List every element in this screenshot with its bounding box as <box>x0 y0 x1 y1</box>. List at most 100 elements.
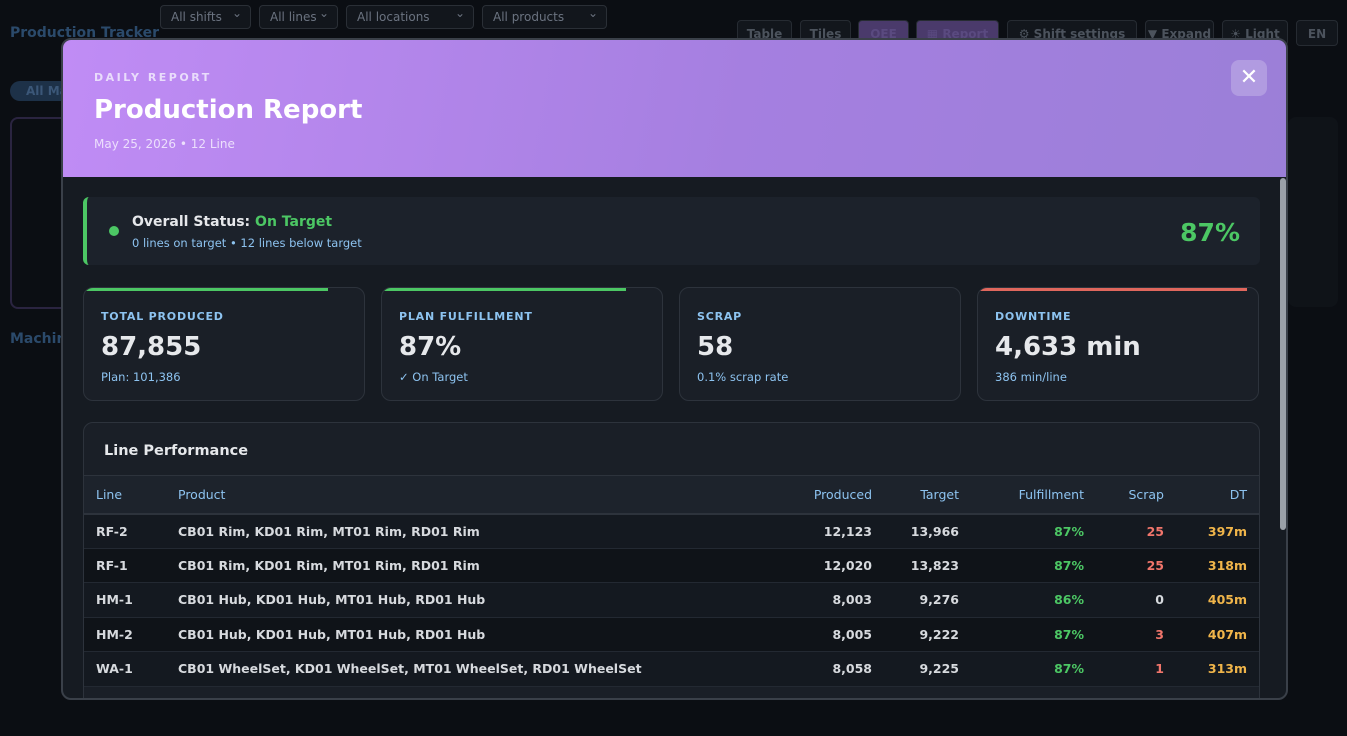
button-label: Tiles <box>809 27 842 41</box>
table-row: RF-1 CB01 Rim, KD01 Rim, MT01 Rim, RD01 R… <box>84 548 1259 583</box>
status-banner: Overall Status: On Target 0 lines on tar… <box>83 197 1260 265</box>
column-header: Line <box>84 475 166 515</box>
table-cell: 25 <box>1096 513 1176 549</box>
table-cell: 13,966 <box>884 513 971 549</box>
status-line: Overall Status: On Target <box>132 214 332 230</box>
machine-filter-pill[interactable]: All Ma <box>10 81 70 101</box>
button-label: Shift settings <box>1033 27 1126 41</box>
table-cell: CB01 Rim, KD01 Rim, MT01 Rim, RD01 Rim <box>166 548 706 583</box>
kpi-label: PLAN FULFILLMENT <box>399 310 533 323</box>
table-row: HM-2 CB01 Hub, KD01 Hub, MT01 Hub, RD01 H… <box>84 617 1259 652</box>
button-icon: ⚙ <box>1018 27 1034 41</box>
table-cell: 8,058 <box>706 651 884 687</box>
table-cell: 9,222 <box>884 617 971 652</box>
table-cell: 12,020 <box>706 548 884 583</box>
table-cell: CB01 Rim, KD01 Rim, MT01 Rim, RD01 Rim <box>166 513 706 549</box>
app-title: Production Tracker <box>10 25 160 41</box>
table-cell: 1 <box>1096 651 1176 687</box>
kpi-sub: 0.1% scrap rate <box>697 370 789 384</box>
table-cell: 8,003 <box>706 582 884 618</box>
toolbar-button[interactable]: EN <box>1296 20 1338 46</box>
filter-select[interactable]: All products <box>482 5 607 29</box>
modal-subtitle: May 25, 2026 • 12 Line <box>94 137 235 151</box>
table-cell: 86% <box>971 582 1096 618</box>
panel-title: Line Performance <box>104 443 249 459</box>
status-dot <box>109 226 119 236</box>
table-cell: 407m <box>1176 617 1259 652</box>
background-panel <box>1288 117 1338 307</box>
table-cell: 9,225 <box>884 651 971 687</box>
table-cell: 313m <box>1176 651 1259 687</box>
kpi-progress <box>382 288 626 291</box>
status-detail: 0 lines on target • 12 lines below targe… <box>132 236 362 250</box>
table-cell: HM-1 <box>84 582 166 618</box>
kpi-value: 4,633 min <box>995 332 1141 362</box>
eyebrow: DAILY REPORT <box>94 71 212 84</box>
kpi-value: 58 <box>697 332 734 362</box>
table-row: HM-1 CB01 Hub, KD01 Hub, MT01 Hub, RD01 H… <box>84 582 1259 618</box>
kpi-label: SCRAP <box>697 310 743 323</box>
button-label: Table <box>746 27 783 41</box>
table-cell: CB01 WheelSet, KD01 WheelSet, MT01 Wheel… <box>166 651 706 687</box>
button-label: Light <box>1245 27 1280 41</box>
kpi-value: 87,855 <box>101 332 202 362</box>
kpi-card: DOWNTIME 4,633 min 386 min/line <box>977 287 1259 401</box>
modal-title: Production Report <box>94 95 363 125</box>
report-modal: DAILY REPORT Production Report May 25, 2… <box>61 38 1288 700</box>
table-cell: CB01 Hub, KD01 Hub, MT01 Hub, RD01 Hub <box>166 582 706 618</box>
column-header: Produced <box>706 475 884 515</box>
filter-select[interactable]: All locations <box>346 5 474 29</box>
kpi-sub: ✓ On Target <box>399 370 468 384</box>
table-cell: 87% <box>971 513 1096 549</box>
button-label: Expand <box>1161 27 1212 41</box>
section-title: Machin <box>10 331 67 347</box>
kpi-card: SCRAP 58 0.1% scrap rate <box>679 287 961 401</box>
table-cell: 87% <box>971 548 1096 583</box>
scrollbar[interactable] <box>1280 178 1286 530</box>
table-cell: 318m <box>1176 548 1259 583</box>
table-cell: RF-1 <box>84 548 166 583</box>
filter-select[interactable]: All shifts <box>160 5 251 29</box>
table-cell: 405m <box>1176 582 1259 618</box>
table-cell: 87% <box>971 617 1096 652</box>
table-cell: 9,276 <box>884 582 971 618</box>
table-cell: 397m <box>1176 513 1259 549</box>
kpi-card: TOTAL PRODUCED 87,855 Plan: 101,386 <box>83 287 365 401</box>
button-label: OEE <box>870 27 897 41</box>
table-cell: 3 <box>1096 617 1176 652</box>
line-performance-panel: Line Performance Line Product Produced Targ… <box>83 422 1260 698</box>
button-label: EN <box>1307 27 1327 41</box>
kpi-sub: 386 min/line <box>995 370 1067 384</box>
table-body: RF-2 CB01 Rim, KD01 Rim, MT01 Rim, RD01 R… <box>84 513 1259 687</box>
status-value: On Target <box>255 214 333 230</box>
kpi-progress <box>84 288 328 291</box>
filter-select[interactable]: All lines <box>259 5 338 29</box>
column-header: Product <box>166 475 706 515</box>
table-cell: 0 <box>1096 582 1176 618</box>
kpi-progress <box>978 288 1247 291</box>
kpi-label: DOWNTIME <box>995 310 1072 323</box>
button-icon: ▦ <box>926 27 943 41</box>
table-cell: 87% <box>971 651 1096 687</box>
modal-header: DAILY REPORT Production Report May 25, 2… <box>63 40 1286 177</box>
table-row: WA-1 CB01 WheelSet, KD01 WheelSet, MT01 W… <box>84 651 1259 687</box>
button-icon: ☀ <box>1230 27 1246 41</box>
column-header: DT <box>1176 475 1259 515</box>
kpi-card: PLAN FULFILLMENT 87% ✓ On Target <box>381 287 663 401</box>
button-label: Report <box>942 27 989 41</box>
kpi-value: 87% <box>399 332 462 362</box>
table-cell: RF-2 <box>84 513 166 549</box>
performance-table: Line Product Produced Target Fulfillment Scra… <box>84 475 1259 687</box>
header-row: Line Product Produced Target Fulfillment Scra… <box>84 475 1259 515</box>
close-button[interactable]: ✕ <box>1231 60 1267 96</box>
status-label: Overall Status: <box>132 214 251 230</box>
column-header: Scrap <box>1096 475 1176 515</box>
table-row: RF-2 CB01 Rim, KD01 Rim, MT01 Rim, RD01 R… <box>84 513 1259 549</box>
column-header: Target <box>884 475 971 515</box>
status-percent: 87% <box>1180 218 1240 247</box>
table-cell: 12,123 <box>706 513 884 549</box>
column-header: Fulfillment <box>971 475 1096 515</box>
kpi-sub: Plan: 101,386 <box>101 370 181 384</box>
